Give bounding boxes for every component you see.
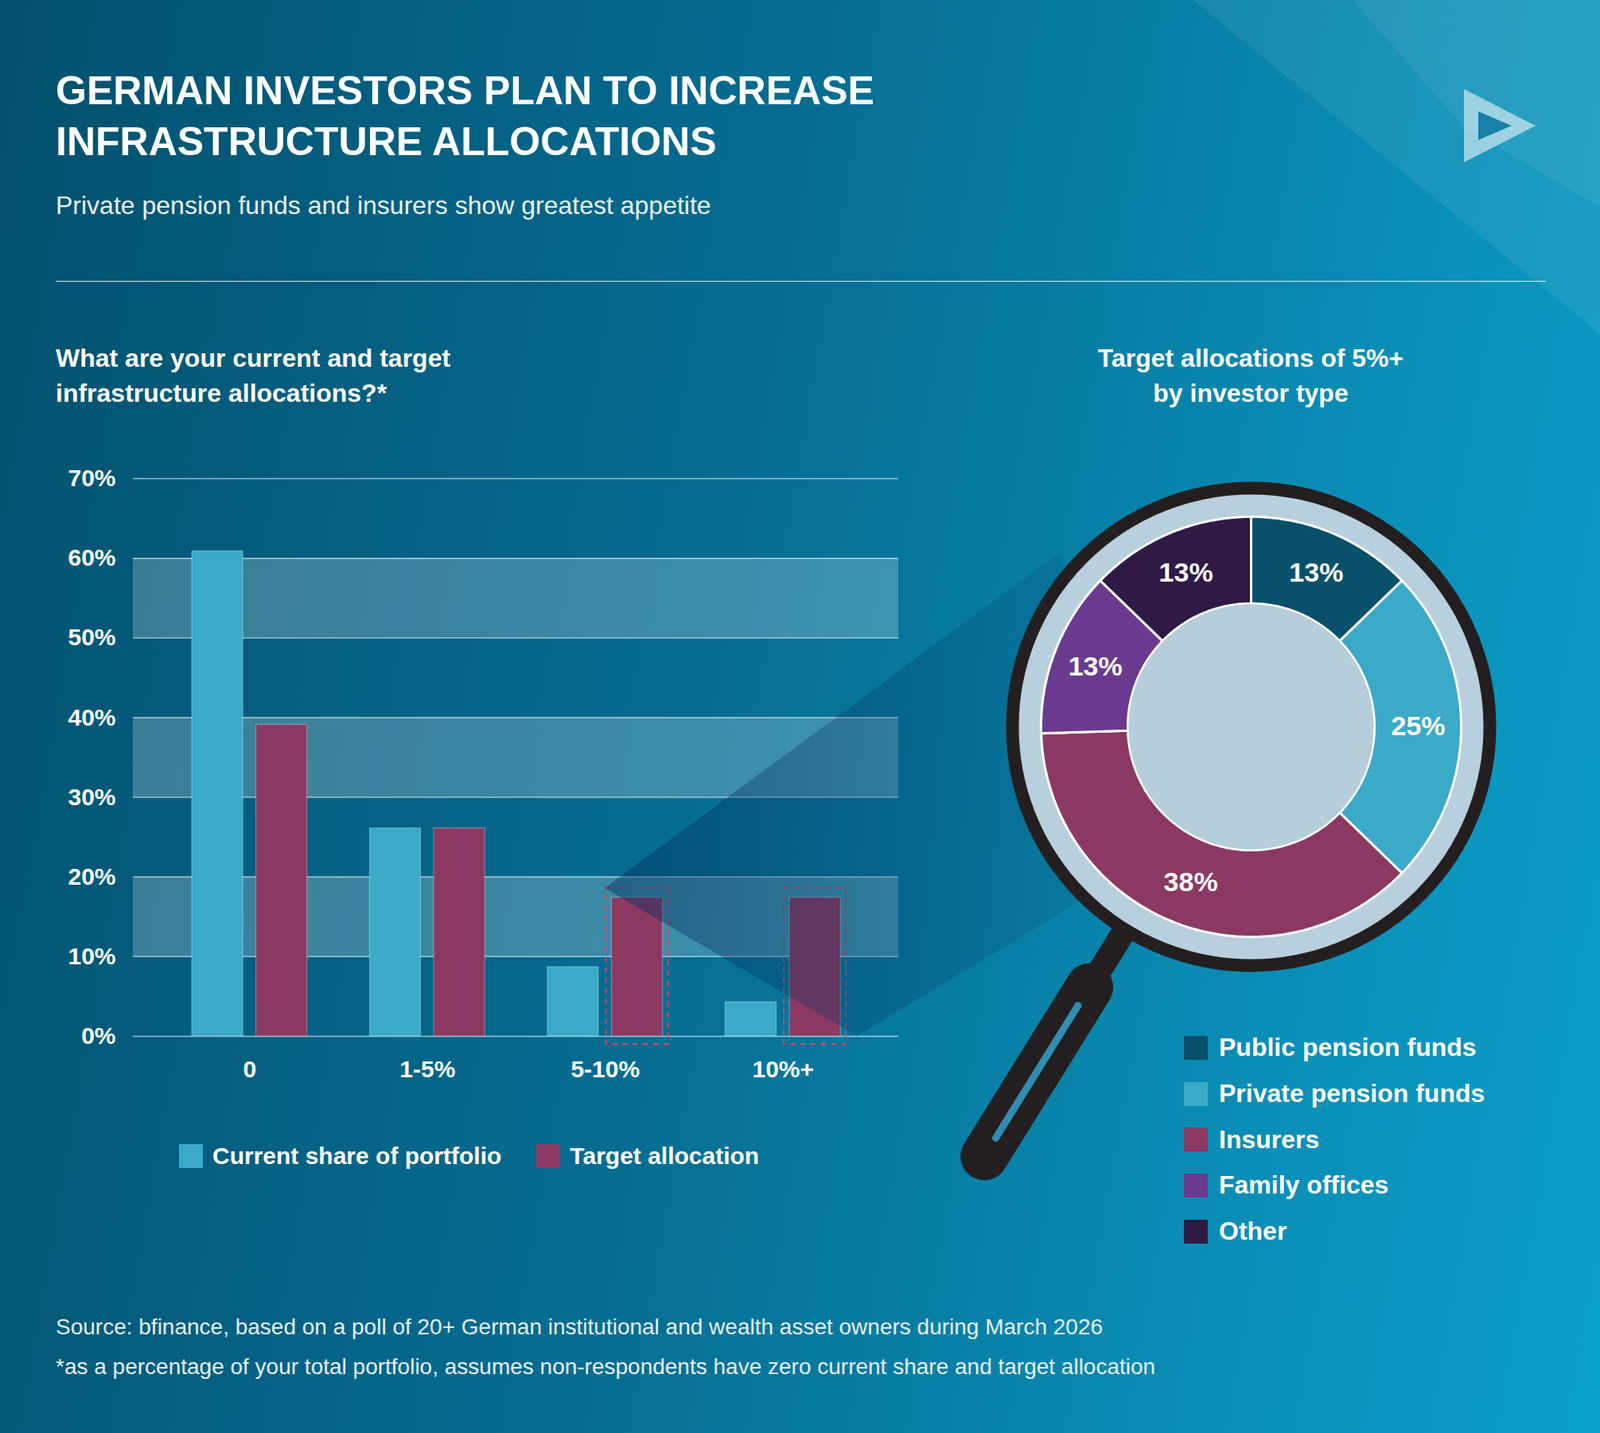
svg-text:60%: 60% (67, 544, 116, 571)
svg-text:5-10%: 5-10% (570, 1055, 640, 1083)
svg-text:25%: 25% (1390, 710, 1445, 741)
html-text:Target allocations of 5%+ by i: Target allocations of 5%+ by investor ty… (1097, 343, 1404, 408)
html-text:Current share of portfolio: Current share of portfolio (212, 1142, 502, 1169)
html-text:GERMAN INVESTORS PLAN TO INCRE: GERMAN INVESTORS PLAN TO INCREASE INFRAS… (55, 68, 875, 164)
html-text:Other: Other (1218, 1216, 1287, 1246)
svg-text:20%: 20% (67, 863, 116, 890)
html-text:Public pension funds: Public pension funds (1218, 1032, 1477, 1062)
html-text:Private pension funds: Private pension funds (1218, 1078, 1485, 1108)
svg-text:13%: 13% (1068, 650, 1123, 682)
svg-text:0%: 0% (81, 1022, 116, 1049)
html-text:Insurers: Insurers (1218, 1124, 1320, 1154)
html-text:Family offices: Family offices (1218, 1170, 1389, 1200)
svg-text:70%: 70% (67, 464, 116, 491)
html-text:Target allocation: Target allocation (569, 1142, 760, 1169)
svg-text:30%: 30% (67, 783, 116, 810)
html-text:*as a percentage of your total: *as a percentage of your total portfolio… (55, 1354, 1156, 1379)
svg-text:1-5%: 1-5% (399, 1055, 456, 1083)
svg-text:13%: 13% (1288, 556, 1344, 588)
svg-text:50%: 50% (67, 623, 116, 651)
svg-text:13%: 13% (1159, 556, 1214, 588)
html-text:What are your current and targ: What are your current and target infrast… (55, 343, 451, 408)
html-text:Private pension funds and insu: Private pension funds and insurers show … (55, 190, 711, 220)
svg-text:10%+: 10%+ (751, 1055, 814, 1083)
svg-text:10%: 10% (67, 942, 116, 970)
svg-text:40%: 40% (67, 704, 116, 731)
html-text:Source: bfinance, based on a p: Source: bfinance, based on a poll of 20+… (55, 1314, 1103, 1340)
svg-text:38%: 38% (1163, 866, 1219, 897)
svg-text:0: 0 (243, 1055, 257, 1083)
